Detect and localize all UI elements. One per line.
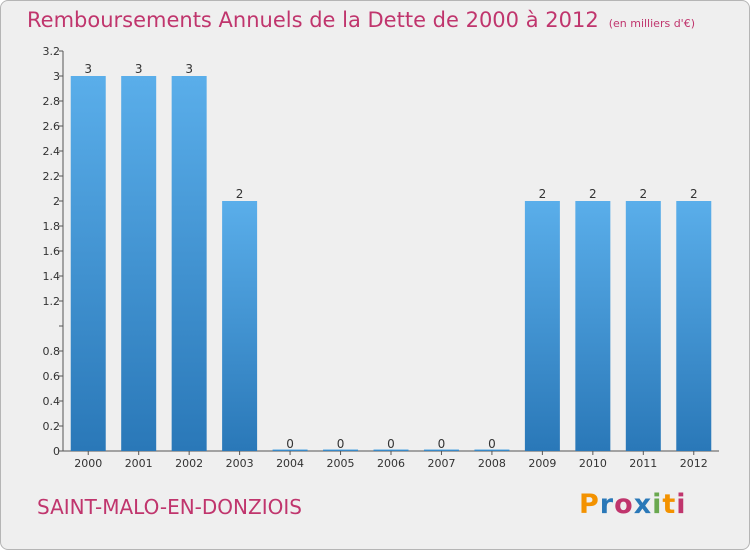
data-label: 0 — [337, 437, 345, 451]
x-tick-label: 2006 — [377, 457, 405, 470]
chart-title-text: Remboursements Annuels de la Dette de 20… — [27, 8, 599, 32]
bar-2000 — [70, 76, 106, 451]
data-label: 3 — [135, 62, 143, 76]
bar-2003 — [222, 201, 258, 451]
proxiti-logo: Proxiti — [579, 489, 687, 520]
data-label: 2 — [236, 187, 244, 201]
y-tick-label: 0.4 — [43, 395, 61, 408]
x-tick-label: 2005 — [327, 457, 355, 470]
chart-unit: (en milliers d'€) — [608, 17, 695, 30]
y-tick-label: 1.2 — [43, 295, 61, 308]
data-label: 0 — [387, 437, 395, 451]
logo-letter: o — [614, 489, 634, 520]
bar-2010 — [575, 201, 611, 451]
logo-letter: i — [652, 489, 663, 520]
bar-2008 — [474, 449, 510, 451]
data-label: 2 — [539, 187, 547, 201]
x-tick-label: 2010 — [579, 457, 607, 470]
commune-name: SAINT-MALO-EN-DONZIOIS — [37, 495, 302, 519]
logo-letter: t — [662, 489, 677, 520]
data-label: 2 — [690, 187, 698, 201]
bar-2011 — [625, 201, 661, 451]
x-tick-label: 2000 — [74, 457, 102, 470]
x-tick-label: 2003 — [226, 457, 254, 470]
y-tick-label: 0.8 — [43, 345, 61, 358]
x-tick-label: 2007 — [427, 457, 455, 470]
x-tick-label: 2012 — [680, 457, 708, 470]
data-label: 0 — [488, 437, 496, 451]
data-label: 2 — [639, 187, 647, 201]
bar-2012 — [676, 201, 712, 451]
x-tick-label: 2011 — [629, 457, 657, 470]
logo-letter: i — [676, 489, 687, 520]
y-tick-label: 1.8 — [43, 220, 61, 233]
y-tick-label: 3 — [53, 70, 60, 83]
x-tick-label: 2004 — [276, 457, 304, 470]
logo-letter: x — [633, 489, 653, 520]
y-tick-label: 0 — [53, 445, 60, 458]
y-tick-label: 0.2 — [43, 420, 61, 433]
x-tick-label: 2009 — [528, 457, 556, 470]
bar-2004 — [272, 449, 308, 451]
bar-2001 — [121, 76, 157, 451]
y-tick-label: 2.4 — [43, 145, 61, 158]
data-label: 3 — [185, 62, 193, 76]
logo-letter: P — [579, 489, 600, 520]
y-tick-label: 2.2 — [43, 170, 61, 183]
x-tick-label: 2002 — [175, 457, 203, 470]
bar-2009 — [524, 201, 560, 451]
bar-2002 — [171, 76, 207, 451]
x-tick-label: 2001 — [125, 457, 153, 470]
data-label: 0 — [286, 437, 294, 451]
bar-2005 — [323, 449, 359, 451]
y-tick-label: 3.2 — [43, 45, 61, 58]
bar-2007 — [423, 449, 459, 451]
y-tick-label: 2.6 — [43, 120, 61, 133]
data-label: 2 — [589, 187, 597, 201]
y-tick-label: 0.6 — [43, 370, 61, 383]
y-tick-label: 2 — [53, 195, 60, 208]
x-tick-label: 2008 — [478, 457, 506, 470]
y-tick-label: 2.8 — [43, 95, 61, 108]
logo-letter: r — [599, 489, 615, 520]
data-label: 0 — [438, 437, 446, 451]
bar-2006 — [373, 449, 409, 451]
chart-title: Remboursements Annuels de la Dette de 20… — [27, 8, 695, 32]
y-tick-label: 1.6 — [43, 245, 61, 258]
y-tick-label: 1.4 — [43, 270, 61, 283]
data-label: 3 — [84, 62, 92, 76]
